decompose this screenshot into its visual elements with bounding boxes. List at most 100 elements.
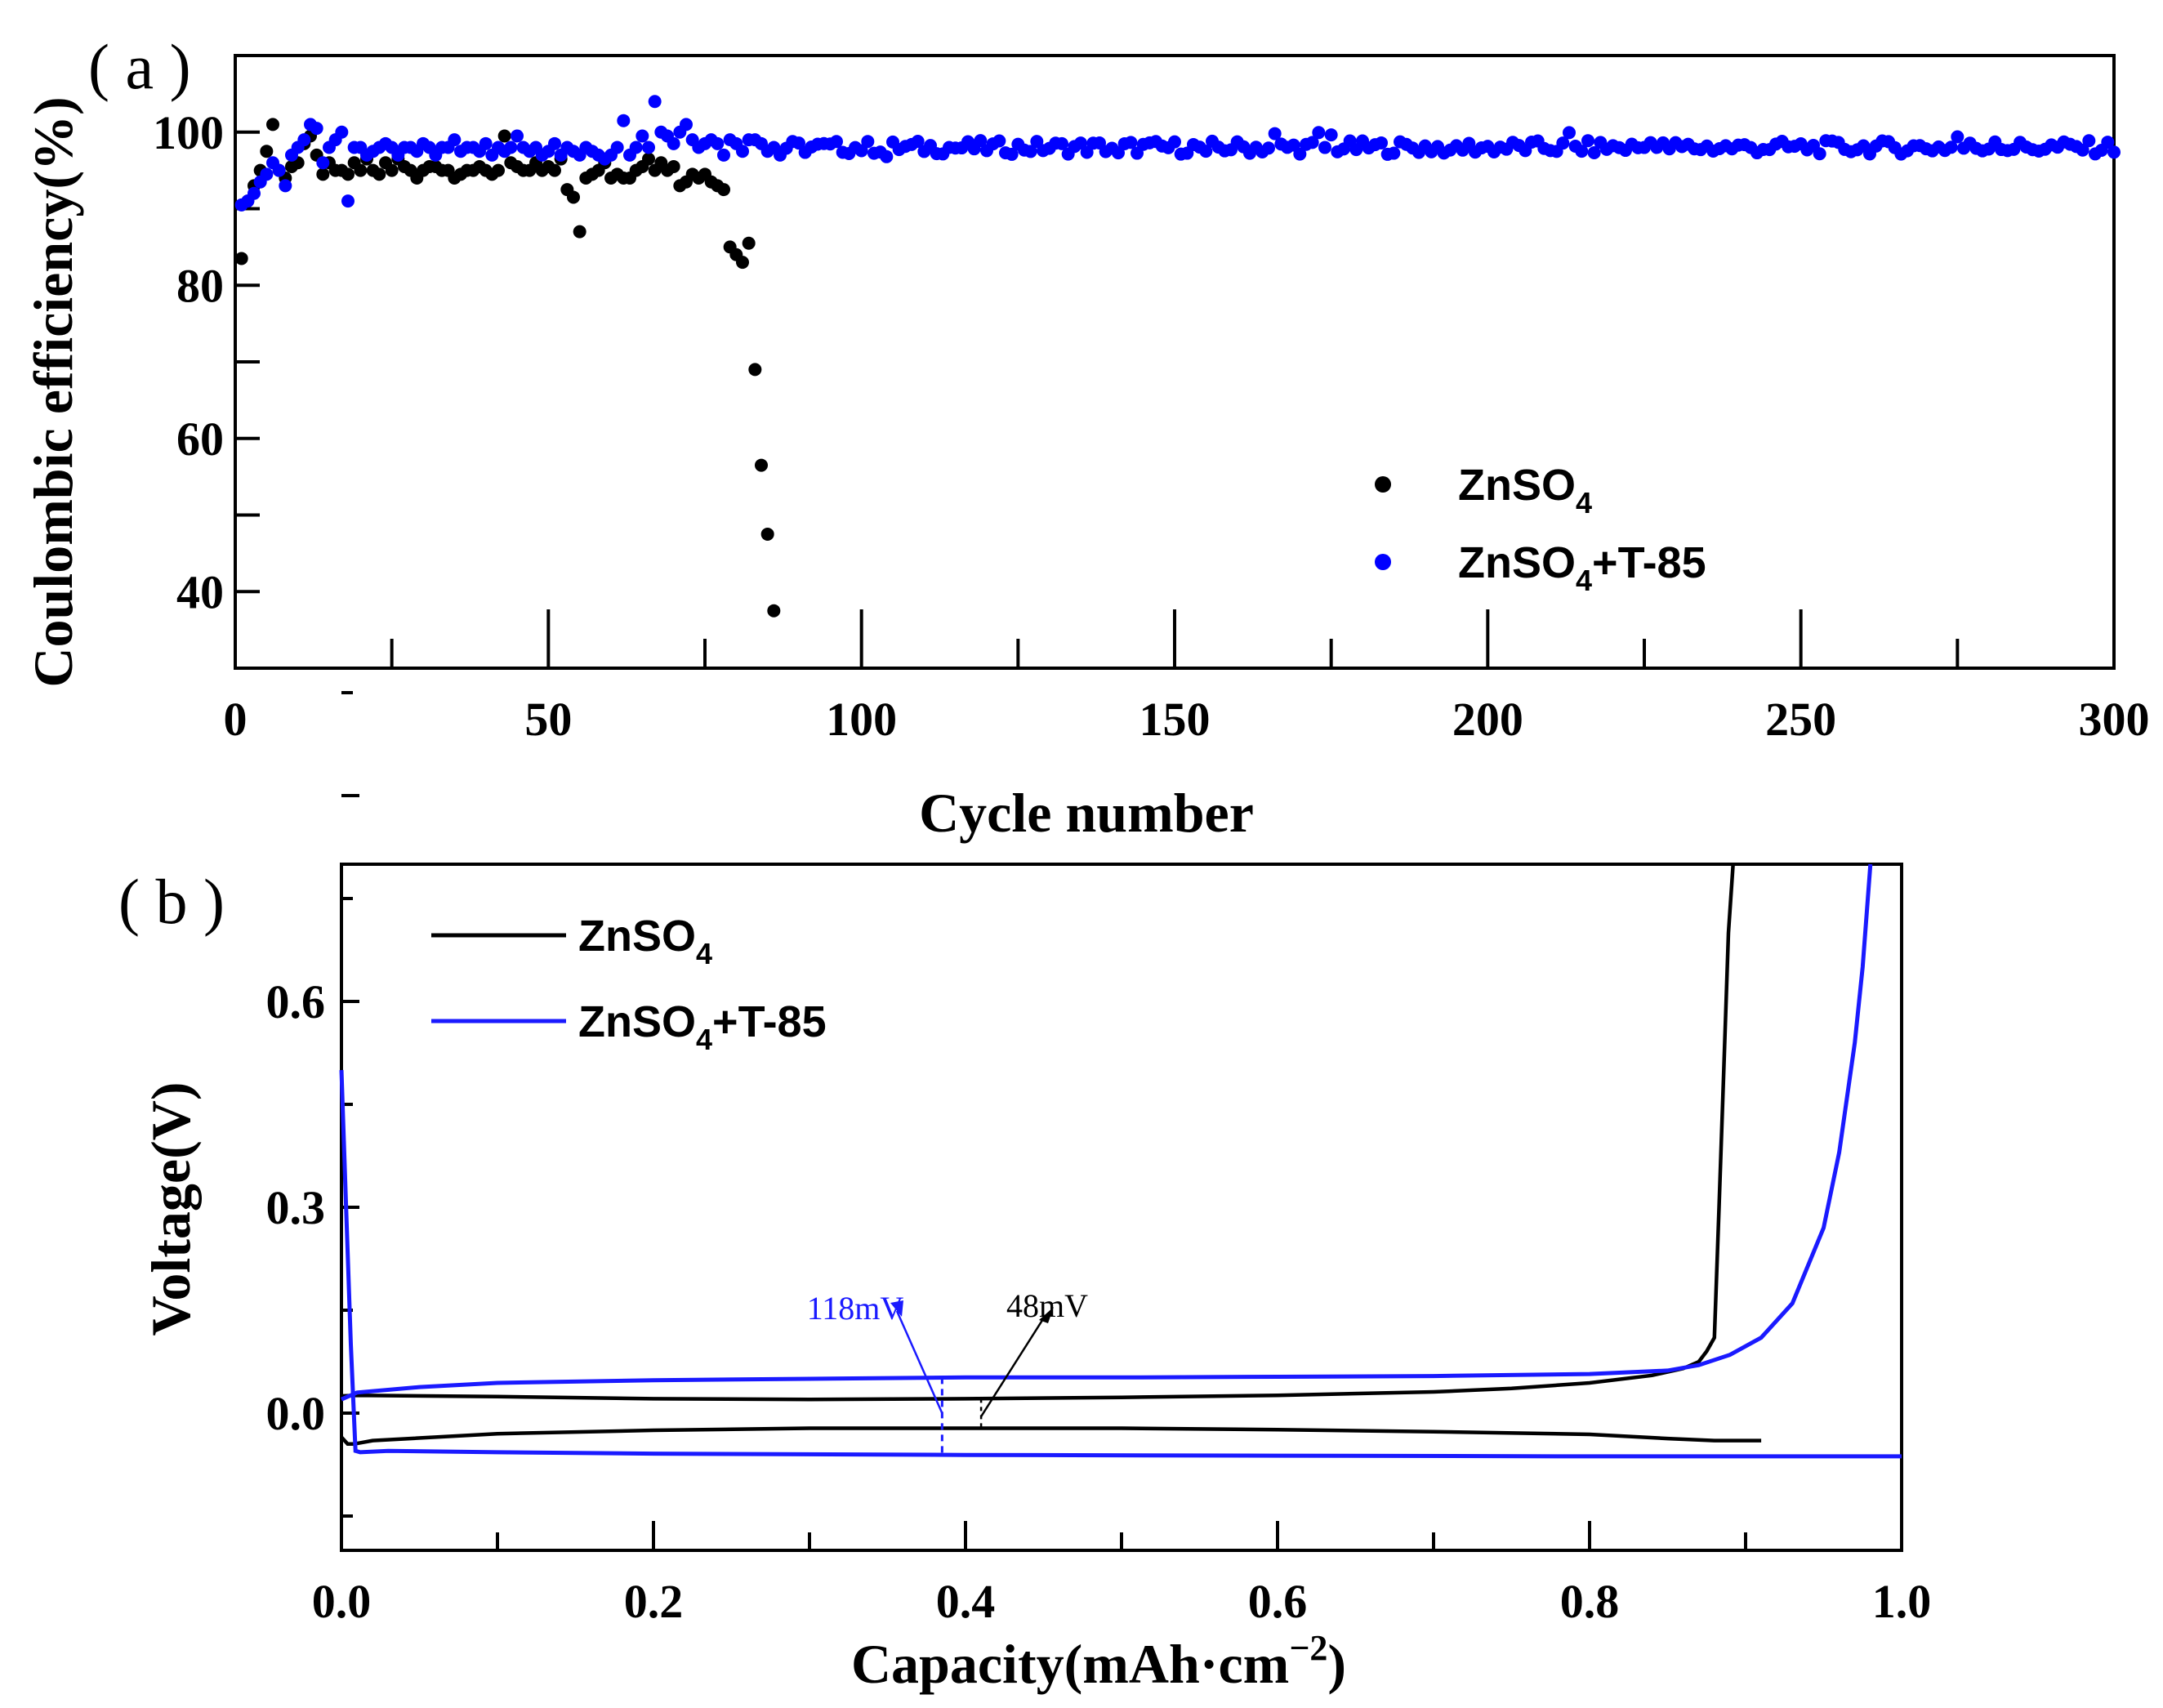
x-tick-label: 1.0 (1872, 1575, 1932, 1628)
data-point-znso4 (748, 363, 762, 377)
data-point-znso4-t85 (1587, 146, 1601, 160)
data-point-znso4-t85 (1944, 140, 1958, 154)
panel-a-tick-labels: 0 50 100 150 200 250 300 40 60 80 100 (153, 106, 2150, 746)
panel-b-lines (339, 863, 1902, 1459)
data-point-znso4 (341, 167, 355, 181)
data-point-znso4-t85 (1575, 145, 1589, 158)
data-point-znso4-t85 (310, 122, 323, 136)
panel-b-frame (340, 863, 1903, 1552)
panel-b-xlabel: Capacity(mAh·cm−2) (851, 1628, 1346, 1695)
data-point-znso4 (497, 129, 511, 143)
legend-label-suffix: +T-85 (712, 997, 827, 1046)
data-point-znso4-t85 (1112, 146, 1125, 160)
panel-b-ylabel: Voltage(V) (140, 1082, 202, 1336)
data-point-znso4 (548, 163, 561, 177)
data-point-znso4-t85 (648, 95, 662, 109)
data-point-znso4-t85 (610, 140, 624, 154)
data-point-znso4 (266, 118, 279, 132)
panel-b-xlabel-sup: −2 (1289, 1628, 1327, 1668)
panel-a-ylabel: Coulombic efficiency(%) (22, 96, 84, 687)
legend-label-text: ZnSO (1458, 461, 1576, 510)
data-point-znso4-t85 (830, 135, 843, 149)
legend-label-subscript: 4 (1576, 564, 1592, 597)
legend-label-suffix: +T-85 (1592, 538, 1706, 587)
legend-label-subscript: 4 (1576, 486, 1592, 520)
x-tick-label: 0.2 (624, 1575, 684, 1628)
data-point-znso4-t85 (1387, 146, 1401, 160)
legend-label-text: ZnSO (1458, 538, 1576, 587)
data-point-znso4-t85 (448, 133, 462, 147)
line-znso4-t85-charge (340, 863, 1873, 1402)
y-tick-label: 100 (153, 106, 224, 159)
data-point-znso4-t85 (297, 133, 311, 147)
legend-label: ZnSO4+T-85 (578, 997, 827, 1056)
y-tick-label: 0.3 (266, 1181, 326, 1234)
data-point-znso4-t85 (248, 186, 261, 200)
panel-a-label: ( a ) (88, 31, 191, 102)
data-point-znso4-t85 (316, 156, 330, 170)
x-tick-label: 0.8 (1560, 1575, 1620, 1628)
data-point-znso4 (372, 167, 386, 181)
data-point-znso4-t85 (341, 194, 355, 208)
data-point-znso4-t85 (1268, 127, 1282, 140)
data-point-znso4-t85 (667, 136, 680, 150)
data-point-znso4-t85 (1005, 147, 1019, 161)
data-point-znso4-t85 (1055, 136, 1068, 150)
data-point-znso4 (492, 163, 505, 177)
data-point-znso4 (567, 190, 580, 204)
data-point-znso4 (573, 225, 586, 239)
data-point-znso4-t85 (861, 135, 875, 149)
legend-marker (1375, 476, 1391, 493)
data-point-znso4 (717, 183, 730, 197)
panel-b-xlabel-main: Capacity(mAh·cm (851, 1633, 1289, 1695)
legend-label: ZnSO4 (1458, 461, 1592, 520)
x-tick-label: 0.6 (1248, 1575, 1308, 1628)
data-point-znso4-t85 (974, 134, 988, 148)
data-point-znso4-t85 (1951, 130, 1965, 144)
panel-b-tick-labels: 0.0 0.2 0.4 0.6 0.8 1.0 0.0 0.3 0.6 (266, 975, 1932, 1628)
data-point-znso4-t85 (2076, 143, 2089, 157)
data-point-znso4 (742, 236, 756, 250)
data-point-znso4-t85 (1293, 147, 1307, 161)
data-point-znso4-t85 (1324, 128, 1338, 142)
data-point-znso4-t85 (1124, 136, 1138, 149)
data-point-znso4-t85 (1024, 145, 1037, 158)
data-point-znso4-t85 (1305, 136, 1319, 149)
data-point-znso4-t85 (2082, 134, 2096, 148)
data-point-znso4-t85 (511, 129, 524, 143)
data-point-znso4-t85 (736, 145, 749, 158)
panel-b-label: ( b ) (118, 866, 225, 937)
legend-label: ZnSO4 (578, 912, 712, 970)
data-point-znso4-t85 (636, 129, 649, 143)
data-point-znso4-t85 (2107, 145, 2121, 159)
annotation-118mv-arrowhead (890, 1300, 903, 1317)
x-tick-label: 250 (1765, 693, 1836, 746)
data-point-znso4-t85 (1318, 140, 1331, 154)
data-point-znso4-t85 (1199, 145, 1213, 158)
legend-marker (1375, 554, 1391, 570)
legend-label-subscript: 4 (696, 937, 712, 970)
legend-label-text: ZnSO (578, 912, 696, 961)
data-point-znso4-t85 (680, 118, 693, 132)
data-point-znso4-t85 (642, 140, 655, 154)
data-point-znso4-t85 (992, 134, 1006, 148)
annotation-118mv-arrow (895, 1310, 943, 1414)
data-point-znso4 (316, 167, 330, 181)
legend-label-text: ZnSO (578, 997, 696, 1046)
data-point-znso4-t85 (1375, 136, 1388, 149)
data-point-znso4 (667, 159, 680, 173)
data-point-znso4-t85 (1262, 141, 1275, 155)
x-tick-label: 100 (826, 693, 897, 746)
data-point-znso4 (260, 145, 274, 158)
data-point-znso4-t85 (260, 167, 274, 181)
data-point-znso4-t85 (1813, 147, 1826, 161)
data-point-znso4-t85 (880, 149, 894, 163)
data-point-znso4 (354, 163, 368, 177)
data-point-znso4-t85 (1168, 135, 1181, 149)
panel-a: ( a ) 0 50 100 150 200 250 300 40 60 80 100 Cycle … (22, 31, 2150, 844)
data-point-znso4-t85 (272, 163, 286, 177)
data-point-znso4-t85 (2101, 136, 2115, 149)
